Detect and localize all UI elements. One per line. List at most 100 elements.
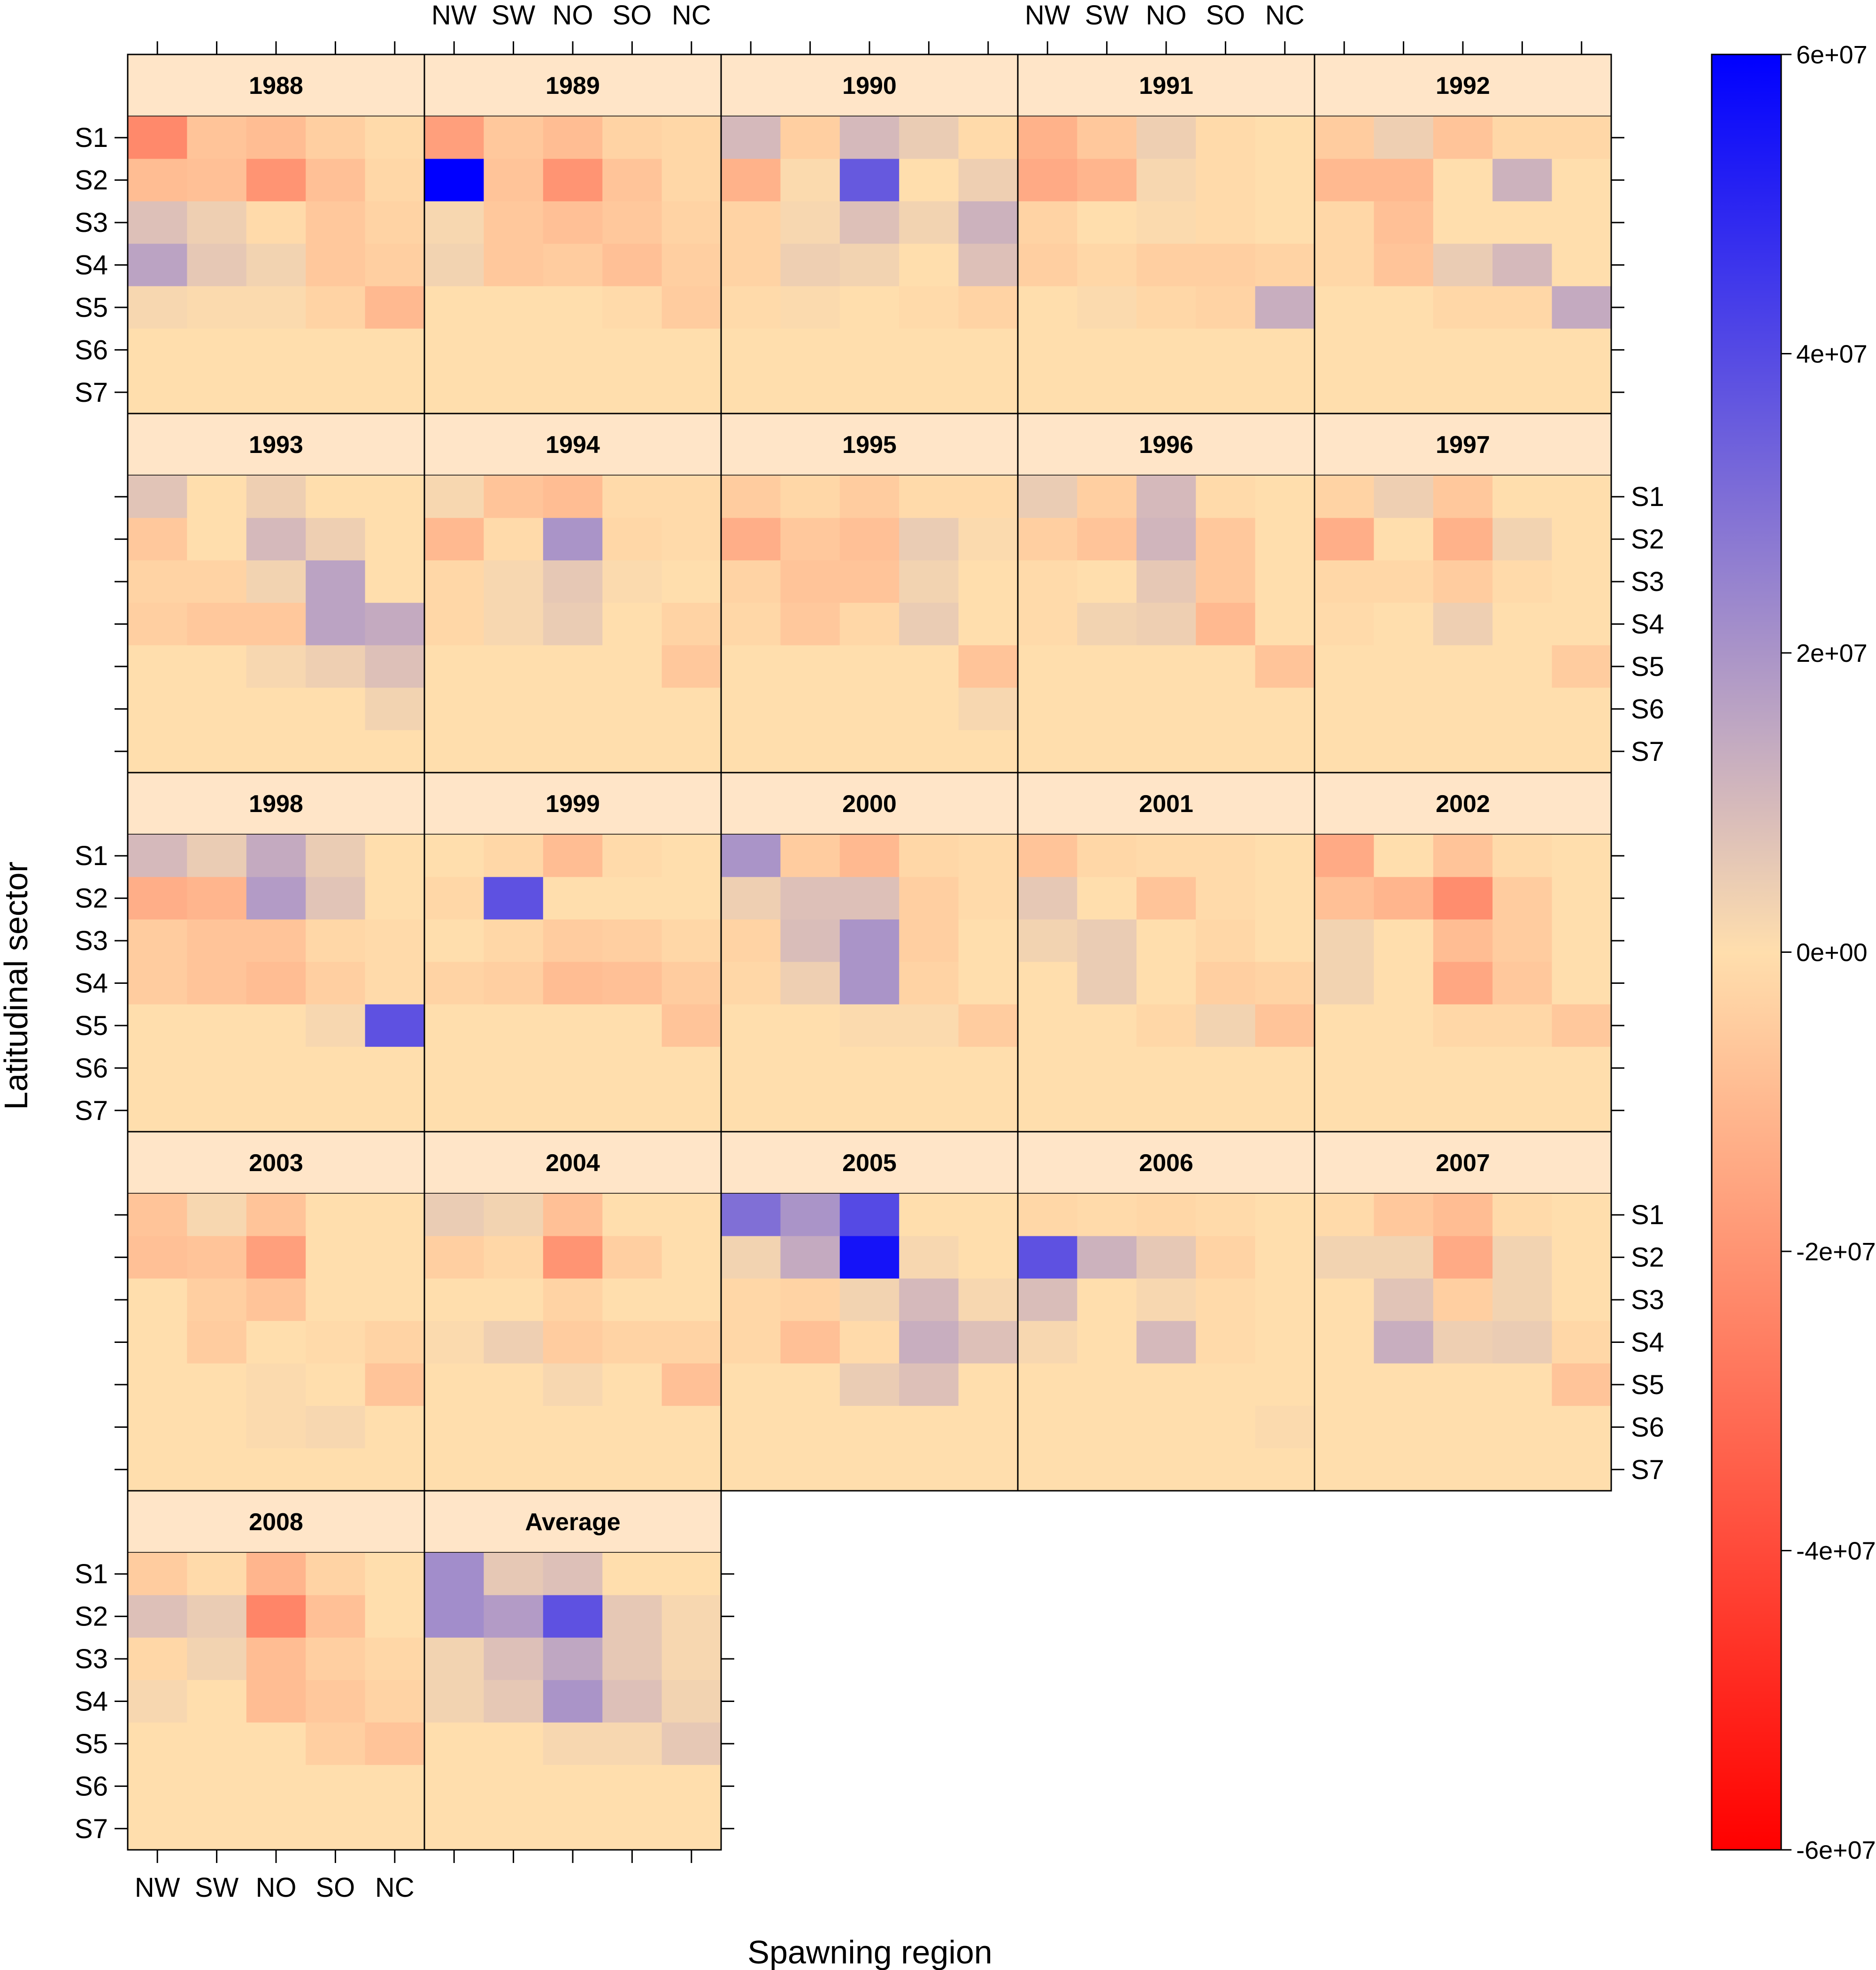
heat-cell [1374,201,1434,244]
heat-cell [1136,1321,1196,1364]
heat-cell [424,1236,484,1279]
heat-cell [365,1765,425,1808]
heat-cell [958,1363,1018,1406]
heat-cell [839,560,900,603]
heat-cell [661,201,722,244]
heat-cell [1552,518,1612,561]
panel-title: 2008 [249,1509,303,1536]
x-tick-label: SW [492,0,536,31]
heat-cell [661,1089,722,1132]
heat-cell [543,1637,603,1680]
panel-title: 2001 [1139,790,1193,818]
heat-cell [780,688,840,731]
x-tick-label: NW [431,0,477,31]
heat-cell [187,1236,247,1279]
heat-cell [1196,835,1256,878]
y-tick-label: S3 [75,926,108,956]
heat-cell [1492,159,1553,202]
heat-cell [1196,645,1256,688]
panel-title: 2002 [1436,790,1490,818]
heat-cell [1255,1321,1315,1364]
heat-cell [246,1194,306,1237]
heat-cell [721,645,781,688]
heat-cell [1433,688,1493,731]
heat-cell [306,730,366,773]
heat-cell [1196,475,1256,519]
heat-cell [306,877,366,920]
heat-cell [1077,1321,1137,1364]
heat-cell [187,1765,247,1808]
heat-cell [839,730,900,773]
heat-cell [424,1807,484,1850]
heat-cell [484,877,544,920]
heat-cell [1374,475,1434,519]
heat-cell [1136,603,1196,646]
heat-cell [1315,1278,1374,1321]
heat-cell [306,1722,366,1765]
panel-title: 2007 [1436,1150,1490,1177]
heat-cell [1433,1047,1493,1090]
heat-cell [187,1553,247,1596]
heat-cell [1552,371,1612,414]
heat-cell [543,877,603,920]
heat-cell [187,835,247,878]
heat-cell [780,962,840,1005]
heat-cell [839,116,900,160]
heat-cell [1374,962,1434,1005]
y-tick-label: S3 [75,1644,108,1674]
heat-cell [958,1047,1018,1090]
heat-cell [187,560,247,603]
heat-cell [246,603,306,646]
heat-cell [1552,1236,1612,1279]
heat-cell [899,518,959,561]
heat-cell [306,244,366,287]
x-tick-label: NC [1265,0,1305,31]
heat-cell [1018,835,1077,878]
heat-cell [1492,560,1553,603]
heat-cell [1552,286,1612,329]
heat-cell [1492,877,1553,920]
heat-cell [1136,1363,1196,1406]
heat-cell [128,1047,187,1090]
x-axis-title: Spawning region [747,1934,992,1970]
heat-cell [306,329,366,372]
heat-cell [661,1047,722,1090]
heat-cell [1018,1363,1077,1406]
heat-cell [424,919,484,962]
heat-cell [899,159,959,202]
heat-cell [1433,1236,1493,1279]
heat-cell [543,1089,603,1132]
y-tick-label: S7 [75,377,108,408]
heat-cell [1315,329,1374,372]
heat-cell [602,116,662,160]
heat-cell [839,962,900,1005]
heat-cell [1136,286,1196,329]
heat-cell [1255,1278,1315,1321]
heat-cell [958,475,1018,519]
heat-cell [721,1278,781,1321]
heat-cell [602,1595,662,1638]
heat-cell [1492,1236,1553,1279]
heat-cell [661,244,722,287]
heat-cell [1433,475,1493,519]
heat-cell [543,1765,603,1808]
heat-cell [602,1004,662,1047]
heat-cell [128,1553,187,1596]
panel-title: 1993 [249,431,303,459]
heat-cell [128,1004,187,1047]
colorbar-legend: 6e+07 4e+07 2e+07 0e+00 -2e+07 -4e+07 -6e+07 [1711,41,1876,1864]
panel-title: 1992 [1436,72,1490,100]
heat-cell [365,159,425,202]
heat-cell [424,371,484,414]
heat-cell [958,1321,1018,1364]
heat-cell [306,1637,366,1680]
heat-cell [246,1448,306,1491]
heat-cell [1492,730,1553,773]
heat-cell [128,603,187,646]
heat-cell [543,1236,603,1279]
heat-cell [484,1680,544,1723]
heat-cell [780,329,840,372]
panel-1999: 1999 [423,772,722,1133]
heat-cell [1196,116,1256,160]
heat-cell [899,201,959,244]
